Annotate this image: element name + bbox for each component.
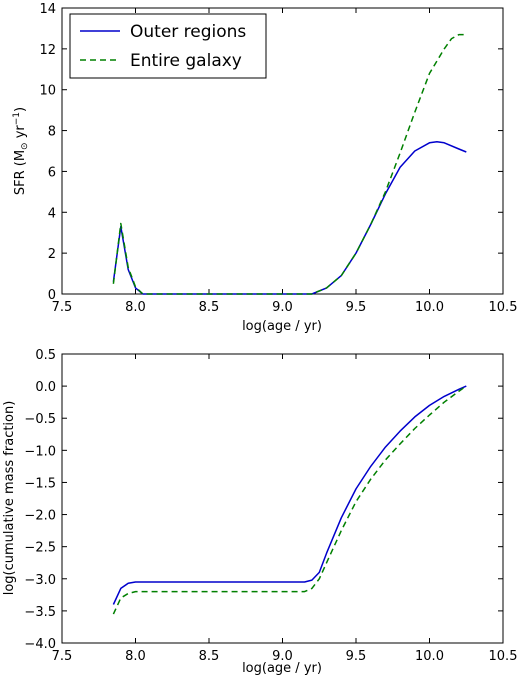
mass-ytick-label: −0.5 [24, 412, 56, 427]
sfr-ytick-label: 4 [48, 206, 56, 221]
sfr-series-outer-regions [112, 141, 467, 295]
sfr-xtick-label: 7.5 [52, 300, 73, 315]
mass-ytick-label: 0.0 [35, 380, 56, 395]
mass-ytick-label: −4.0 [24, 637, 56, 652]
sfr-x-axis-label: log(age / yr) [242, 319, 322, 334]
mass-x-axis-label: log(age / yr) [242, 661, 322, 676]
sfr-series-entire-galaxy [112, 33, 467, 295]
mass-ytick-label: −1.5 [24, 476, 56, 491]
sfr-xtick-label: 10.5 [489, 300, 518, 315]
mass-ytick-label: −2.0 [24, 509, 56, 524]
sfr-ytick-label: 12 [39, 43, 56, 58]
sfr-ytick-label: 10 [39, 84, 56, 99]
legend-label-outer: Outer regions [130, 22, 246, 42]
legend-label-entire: Entire galaxy [130, 51, 242, 71]
mass-ytick-label: −1.0 [24, 444, 56, 459]
sfr-xtick-label: 9.0 [272, 300, 293, 315]
sfr-y-axis-label: SFR (M⊙ yr−1) [12, 107, 30, 195]
mass-xtick-label: 7.5 [52, 649, 73, 664]
sfr-ytick-label: 6 [48, 165, 56, 180]
sfr-panel: 7.5 8.0 8.5 9.0 9.5 10.0 10.5 0 2 4 6 8 10 12 14 log(a… [12, 2, 517, 334]
legend: Outer regions Entire galaxy [69, 13, 267, 79]
mass-xtick-label: 8.0 [125, 649, 146, 664]
mass-xtick-label: 9.0 [272, 649, 293, 664]
mass-series-entire-galaxy [112, 385, 467, 615]
mass-ytick-label: −2.5 [24, 541, 56, 556]
mass-xtick-label: 10.0 [415, 649, 444, 664]
sfr-ticks: 7.5 8.0 8.5 9.0 9.5 10.0 10.5 0 2 4 6 8 10 12 14 [39, 2, 517, 315]
mass-y-axis-label: log(cumulative mass fraction) [2, 401, 17, 596]
sfr-ytick-label: 14 [39, 2, 56, 17]
sfr-xtick-label: 8.5 [199, 300, 220, 315]
mass-ytick-label: 0.5 [35, 348, 56, 363]
mass-series-outer-regions [112, 385, 467, 605]
mass-ytick-label: −3.0 [24, 573, 56, 588]
mass-lines [112, 385, 467, 615]
sfr-xtick-label: 8.0 [125, 300, 146, 315]
mass-ticks: 7.5 8.0 8.5 9.0 9.5 10.0 10.5 0.5 0.0 −0.5 −1.0 −1.… [24, 348, 517, 664]
sfr-xtick-label: 9.5 [346, 300, 367, 315]
mass-xtick-label: 9.5 [346, 649, 367, 664]
sfr-ytick-label: 8 [48, 125, 56, 140]
mass-xtick-label: 8.5 [199, 649, 220, 664]
mass-ytick-label: −3.5 [24, 605, 56, 620]
mass-xtick-label: 10.5 [489, 649, 518, 664]
sfr-ytick-label: 0 [48, 288, 56, 303]
sfr-xtick-label: 10.0 [415, 300, 444, 315]
mass-fraction-panel: 7.5 8.0 8.5 9.0 9.5 10.0 10.5 0.5 0.0 −0.5 −1.0 −1.… [2, 348, 517, 676]
sfr-ytick-label: 2 [48, 247, 56, 262]
mass-axes-frame [61, 353, 504, 644]
sfr-lines [112, 33, 467, 295]
legend-box [69, 13, 267, 79]
